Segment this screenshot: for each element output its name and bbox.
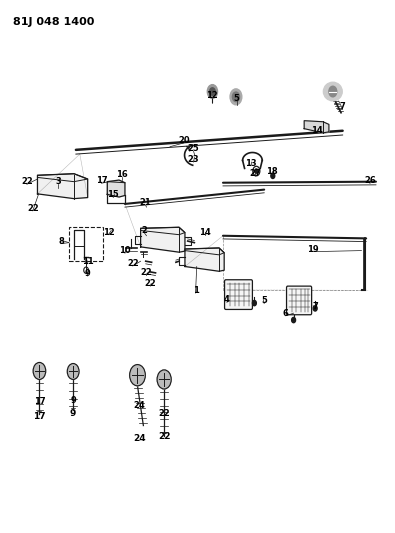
Text: 22: 22 <box>158 409 170 418</box>
Text: 22: 22 <box>21 177 33 186</box>
Polygon shape <box>141 227 185 252</box>
Text: 1: 1 <box>193 286 198 295</box>
Text: 4: 4 <box>224 295 230 304</box>
Text: 81J 048 1400: 81J 048 1400 <box>13 17 94 27</box>
Text: 17: 17 <box>96 176 107 185</box>
Text: 22: 22 <box>158 432 170 441</box>
Text: 5: 5 <box>234 94 240 103</box>
Ellipse shape <box>324 82 342 101</box>
Text: 22: 22 <box>141 268 152 277</box>
Text: 16: 16 <box>116 170 128 179</box>
Text: 17: 17 <box>33 412 46 421</box>
Circle shape <box>252 301 256 306</box>
Polygon shape <box>107 180 125 197</box>
Circle shape <box>207 85 218 99</box>
Text: 11: 11 <box>82 257 94 265</box>
Circle shape <box>232 92 239 102</box>
Circle shape <box>33 362 46 379</box>
Text: 22: 22 <box>27 204 39 213</box>
Text: 22: 22 <box>127 259 139 268</box>
Text: 7: 7 <box>312 302 318 311</box>
Text: 3: 3 <box>55 177 61 186</box>
Text: 25: 25 <box>188 144 199 154</box>
Text: 8: 8 <box>58 237 64 246</box>
Circle shape <box>255 169 258 173</box>
FancyBboxPatch shape <box>286 286 312 315</box>
Circle shape <box>313 306 317 311</box>
Circle shape <box>210 88 215 95</box>
Text: 9: 9 <box>85 269 90 278</box>
Circle shape <box>67 364 79 379</box>
Text: 18: 18 <box>266 166 278 175</box>
Text: 2: 2 <box>142 226 147 235</box>
Text: 17: 17 <box>34 397 45 406</box>
Text: 14: 14 <box>311 126 323 135</box>
Text: 6: 6 <box>283 309 289 318</box>
Text: 5: 5 <box>261 296 267 305</box>
Circle shape <box>157 370 171 389</box>
Text: 14: 14 <box>199 228 211 237</box>
Polygon shape <box>38 174 88 199</box>
Text: 9: 9 <box>70 395 76 405</box>
Text: 23: 23 <box>188 155 199 164</box>
Circle shape <box>271 173 275 179</box>
Polygon shape <box>304 120 329 133</box>
Text: 12: 12 <box>103 228 114 237</box>
Text: 15: 15 <box>107 190 119 199</box>
Text: 24: 24 <box>134 401 145 410</box>
FancyBboxPatch shape <box>225 280 252 310</box>
Text: 21: 21 <box>140 198 152 207</box>
Text: 9: 9 <box>70 409 76 417</box>
Polygon shape <box>185 248 224 271</box>
Circle shape <box>230 89 242 105</box>
Circle shape <box>329 86 337 97</box>
Bar <box>69 227 103 261</box>
Text: 7: 7 <box>340 102 346 111</box>
Text: 24: 24 <box>133 433 146 442</box>
Text: 13: 13 <box>245 159 257 167</box>
Text: 10: 10 <box>119 246 131 255</box>
Text: 27: 27 <box>249 169 261 178</box>
Circle shape <box>292 317 295 322</box>
Text: 12: 12 <box>207 91 218 100</box>
Circle shape <box>130 365 145 386</box>
Text: 26: 26 <box>364 176 376 185</box>
Text: 20: 20 <box>178 136 190 145</box>
Text: 22: 22 <box>145 279 156 288</box>
Text: 19: 19 <box>307 245 319 254</box>
